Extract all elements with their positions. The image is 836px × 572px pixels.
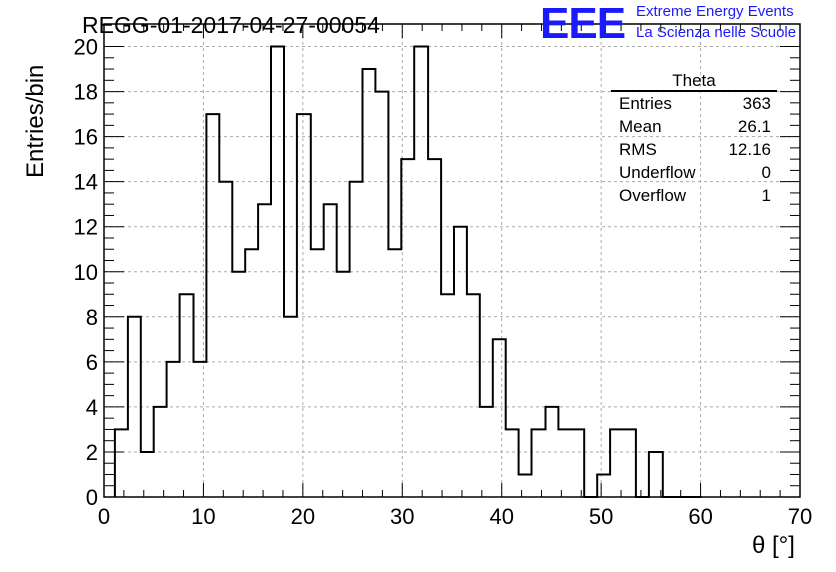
- y-tick-label: 10: [74, 260, 98, 285]
- y-axis-label: Entries/bin: [22, 64, 49, 178]
- y-tick-label: 20: [74, 35, 98, 60]
- stats-label: Entries: [619, 94, 672, 113]
- stats-row-mean: Mean 26.1: [611, 115, 777, 138]
- histogram-outline: [113, 45, 702, 498]
- stats-value: 1: [761, 186, 771, 205]
- y-tick-label: 0: [86, 485, 98, 510]
- x-tick-label: 60: [688, 504, 712, 529]
- stats-label: Mean: [619, 117, 662, 136]
- stats-value: 26.1: [737, 117, 771, 136]
- x-tick-label: 30: [390, 504, 414, 529]
- y-tick-label: 8: [86, 305, 98, 330]
- stats-value: 363: [742, 94, 771, 113]
- stats-row-entries: Entries 363: [611, 92, 777, 115]
- x-tick-label: 0: [98, 504, 110, 529]
- x-tick-label: 10: [191, 504, 215, 529]
- stats-box: Theta Entries 363 Mean 26.1 RMS 12.16 Un…: [611, 72, 777, 207]
- stats-title: Theta: [611, 72, 777, 92]
- x-tick-label: 70: [788, 504, 812, 529]
- x-tick-label: 40: [489, 504, 513, 529]
- eee-logo: EEE: [540, 0, 626, 48]
- stats-label: Overflow: [619, 186, 687, 205]
- y-tick-label: 16: [74, 125, 98, 150]
- logo-subtitle-line1: Extreme Energy Events: [636, 3, 794, 20]
- chart-title: REGG-01-2017-04-27-00054: [82, 12, 380, 38]
- x-tick-label: 20: [291, 504, 315, 529]
- stats-row-underflow: Underflow 0: [611, 161, 777, 184]
- stats-row-overflow: Overflow 1: [611, 184, 777, 207]
- stats-label: RMS: [619, 140, 657, 159]
- x-tick-label: 50: [589, 504, 613, 529]
- y-tick-label: 6: [86, 350, 98, 375]
- y-tick-label: 4: [86, 395, 98, 420]
- stats-row-rms: RMS 12.16: [611, 138, 777, 161]
- stats-value: 12.16: [728, 140, 771, 159]
- logo-subtitle-line2: La Scienza nelle Scuole: [636, 24, 797, 41]
- y-tick-label: 18: [74, 80, 98, 105]
- x-axis-label: θ [°]: [752, 532, 795, 559]
- stats-label: Underflow: [619, 163, 696, 182]
- y-tick-label: 14: [74, 170, 98, 195]
- y-tick-label: 2: [86, 440, 98, 465]
- stats-value: 0: [761, 163, 771, 182]
- y-tick-label: 12: [74, 215, 98, 240]
